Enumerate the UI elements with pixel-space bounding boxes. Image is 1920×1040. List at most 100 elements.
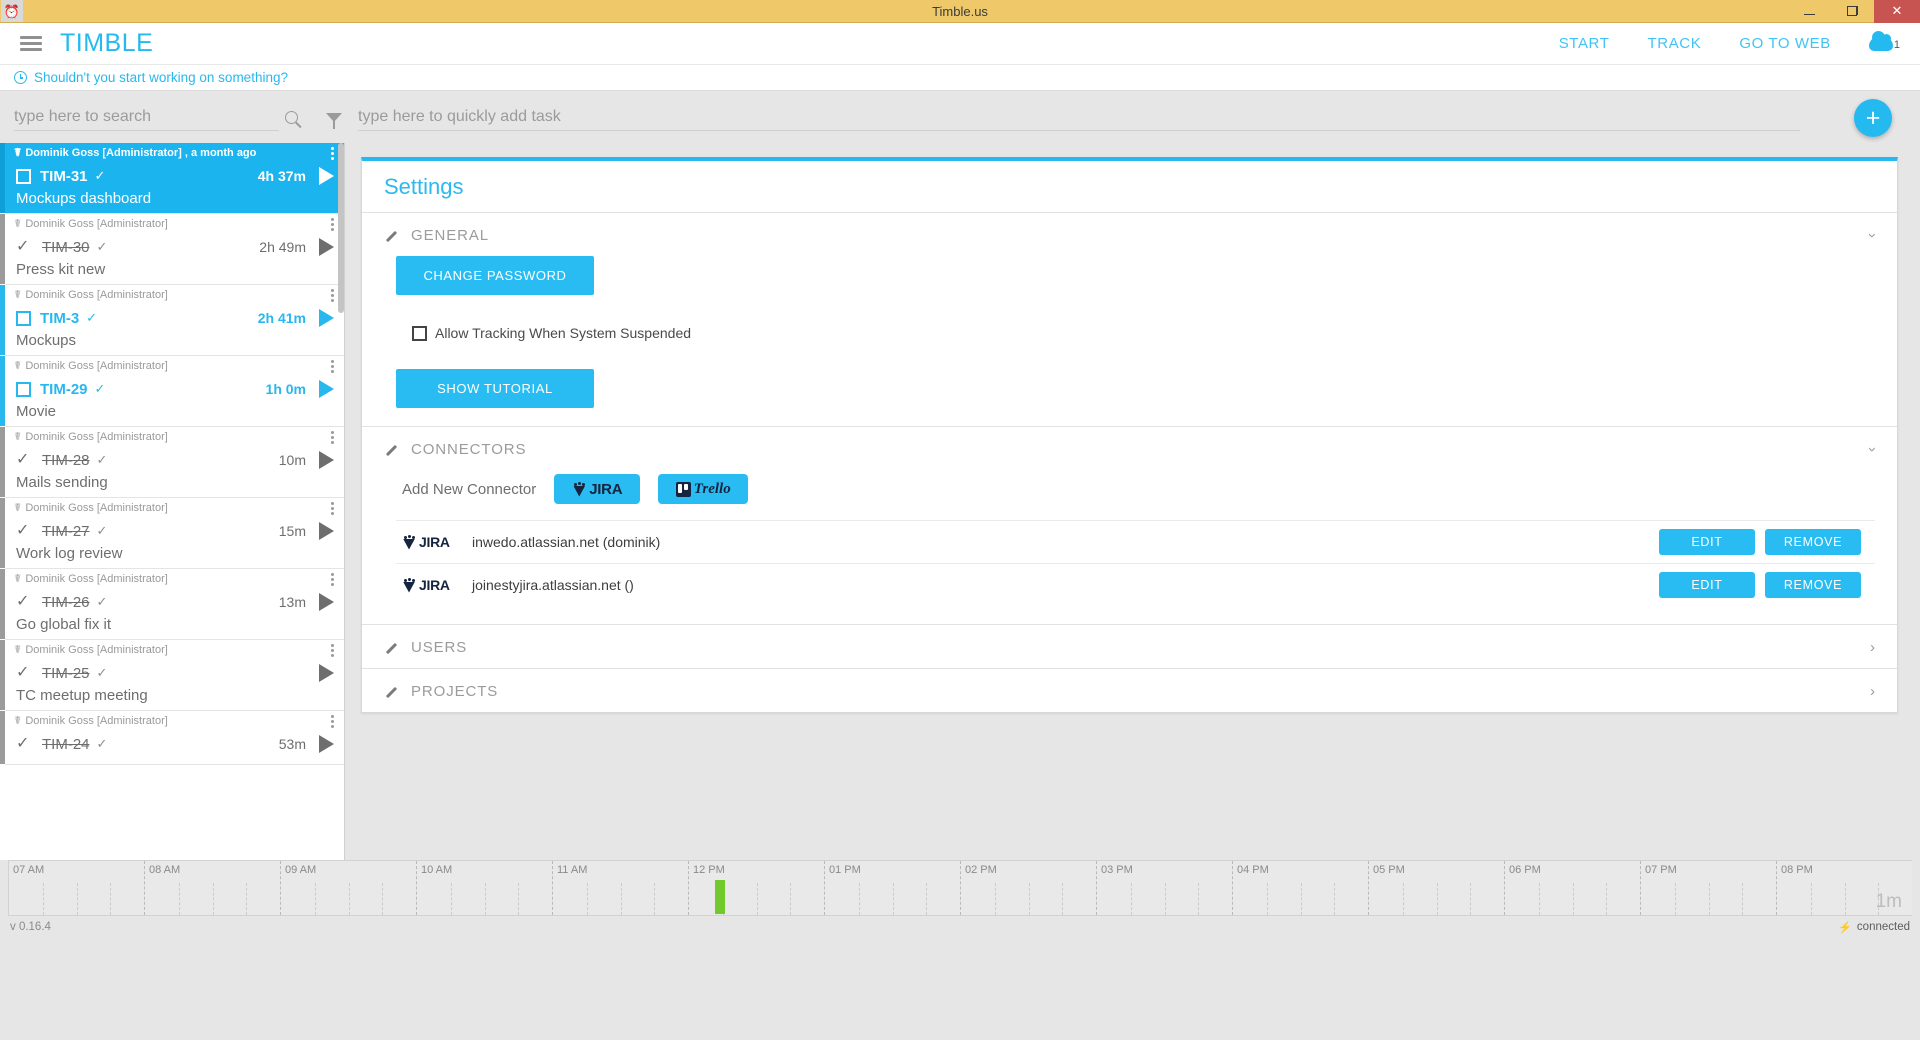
search-input[interactable] xyxy=(14,103,279,131)
section-general-header[interactable]: GENERAL › xyxy=(362,213,1897,256)
hamburger-icon[interactable] xyxy=(20,36,42,51)
task-synced-icon: ✓ xyxy=(96,523,108,538)
task-menu-icon[interactable] xyxy=(331,572,334,586)
timeline[interactable]: 07 AM 08 AM 09 AM 10 AM 11 AM 12 PM 01 PM 02 PM… xyxy=(8,860,1912,916)
task-list-item[interactable]: ☤ Dominik Goss [Administrator] TIM-3 ✓ 2h 41… xyxy=(0,285,344,355)
task-play-icon[interactable] xyxy=(319,380,334,398)
nav-go-to-web[interactable]: GO TO WEB xyxy=(1739,35,1831,52)
person-icon: ☤ xyxy=(14,359,22,372)
allow-tracking-checkbox[interactable] xyxy=(412,325,427,341)
task-list-item[interactable]: ☤ Dominik Goss [Administrator] ✓ TIM-26 ✓ 13m… xyxy=(0,569,344,639)
nav-track[interactable]: TRACK xyxy=(1647,35,1702,52)
task-list-item[interactable]: ☤ Dominik Goss [Administrator] ✓ TIM-27 ✓ 15m… xyxy=(0,498,344,568)
task-author: ☤ Dominik Goss [Administrator] xyxy=(14,502,168,514)
minimize-button[interactable] xyxy=(1788,0,1831,23)
pencil-icon xyxy=(384,641,398,655)
task-list-item[interactable]: ☤ Dominik Goss [Administrator] ✓ TIM-28 ✓ 10m… xyxy=(0,427,344,497)
chevron-right-icon[interactable]: › xyxy=(1870,639,1875,656)
add-jira-connector-button[interactable]: JIRA xyxy=(554,474,641,504)
jira-logo: JIRA xyxy=(402,577,462,593)
task-list-item[interactable]: ☤ Dominik Goss [Administrator] TIM-29 ✓ 1h 0… xyxy=(0,356,344,426)
task-menu-icon[interactable] xyxy=(331,146,334,160)
connector-edit-button[interactable]: EDIT xyxy=(1659,572,1755,598)
task-duration: 2h 49m xyxy=(259,239,306,255)
timeline-hour-label: 04 PM xyxy=(1237,864,1269,876)
task-menu-icon[interactable] xyxy=(331,430,334,444)
chevron-down-icon[interactable]: › xyxy=(1864,233,1881,238)
timeline-hour-cell: 10 AM xyxy=(416,861,552,915)
task-menu-icon[interactable] xyxy=(331,359,334,373)
section-projects-header[interactable]: PROJECTS › xyxy=(362,669,1897,712)
task-play-icon[interactable] xyxy=(319,593,334,611)
task-play-icon[interactable] xyxy=(319,664,334,682)
minimize-icon xyxy=(1804,13,1815,16)
close-button[interactable]: ✕ xyxy=(1874,0,1920,23)
task-play-icon[interactable] xyxy=(319,522,334,540)
task-menu-icon[interactable] xyxy=(331,501,334,515)
trello-wordmark: Trello xyxy=(693,480,731,497)
task-checkbox[interactable] xyxy=(16,381,31,397)
task-list[interactable]: ☤ Dominik Goss [Administrator] , a month … xyxy=(0,143,345,885)
task-completed-icon[interactable]: ✓ xyxy=(16,522,30,539)
task-meta-row: ☤ Dominik Goss [Administrator] xyxy=(0,285,344,305)
app-header: TIMBLE START TRACK GO TO WEB 1 xyxy=(0,23,1920,65)
task-list-item[interactable]: ☤ Dominik Goss [Administrator] ✓ TIM-24 ✓ 53m xyxy=(0,711,344,764)
task-play-icon[interactable] xyxy=(319,735,334,753)
timeline-hour-label: 07 PM xyxy=(1645,864,1677,876)
task-checkbox[interactable] xyxy=(16,168,31,184)
task-play-icon[interactable] xyxy=(319,167,334,185)
task-list-scrollbar[interactable] xyxy=(338,143,344,313)
quick-add-task-input[interactable] xyxy=(358,103,1800,131)
task-author: ☤ Dominik Goss [Administrator] xyxy=(14,289,168,301)
task-completed-icon[interactable]: ✓ xyxy=(16,593,30,610)
add-connector-row: Add New Connector JIRA Trello xyxy=(402,474,1875,504)
timeline-hour-label: 02 PM xyxy=(965,864,997,876)
maximize-button[interactable] xyxy=(1831,0,1874,23)
task-completed-icon[interactable]: ✓ xyxy=(16,238,30,255)
task-menu-icon[interactable] xyxy=(331,217,334,231)
task-completed-icon[interactable]: ✓ xyxy=(16,664,30,681)
task-menu-icon[interactable] xyxy=(331,288,334,302)
task-play-icon[interactable] xyxy=(319,238,334,256)
filter-icon[interactable] xyxy=(326,112,342,129)
task-menu-icon[interactable] xyxy=(331,714,334,728)
task-completed-icon[interactable]: ✓ xyxy=(16,451,30,468)
section-connectors-header[interactable]: CONNECTORS › xyxy=(362,427,1897,470)
status-bar: v 0.16.4 ⚡ connected xyxy=(0,916,1920,938)
task-meta-row: ☤ Dominik Goss [Administrator] , a month … xyxy=(0,143,344,163)
chevron-down-icon[interactable]: › xyxy=(1864,447,1881,452)
connector-edit-button[interactable]: EDIT xyxy=(1659,529,1755,555)
task-play-icon[interactable] xyxy=(319,451,334,469)
jira-icon xyxy=(402,577,416,593)
task-author: ☤ Dominik Goss [Administrator] , a month … xyxy=(14,147,256,159)
task-play-icon[interactable] xyxy=(319,309,334,327)
connector-name: inwedo.atlassian.net (dominik) xyxy=(472,534,661,550)
task-completed-icon[interactable]: ✓ xyxy=(16,735,30,752)
timeline-entry-block[interactable] xyxy=(715,880,725,914)
section-users-header[interactable]: USERS › xyxy=(362,625,1897,668)
search-icon[interactable] xyxy=(285,110,298,124)
task-title: TC meetup meeting xyxy=(16,687,148,704)
app-icon: ⏰ xyxy=(1,0,23,22)
task-menu-icon[interactable] xyxy=(331,643,334,657)
show-tutorial-button[interactable]: SHOW TUTORIAL xyxy=(396,369,594,408)
add-task-fab[interactable]: + xyxy=(1854,99,1892,137)
add-trello-connector-button[interactable]: Trello xyxy=(658,474,749,504)
task-list-item[interactable]: ☤ Dominik Goss [Administrator] ✓ TIM-25 ✓ TC … xyxy=(0,640,344,710)
task-key: TIM-24 xyxy=(42,735,90,753)
connector-remove-button[interactable]: REMOVE xyxy=(1765,572,1861,598)
task-accent-bar xyxy=(0,143,5,213)
cloud-sync-button[interactable]: 1 xyxy=(1868,30,1900,51)
task-list-item[interactable]: ☤ Dominik Goss [Administrator] , a month … xyxy=(0,143,344,213)
chevron-right-icon[interactable]: › xyxy=(1870,683,1875,700)
task-list-item[interactable]: ☤ Dominik Goss [Administrator] ✓ TIM-30 ✓ 2h … xyxy=(0,214,344,284)
connector-remove-button[interactable]: REMOVE xyxy=(1765,529,1861,555)
task-checkbox[interactable] xyxy=(16,310,31,326)
change-password-button[interactable]: CHANGE PASSWORD xyxy=(396,256,594,295)
nav-start[interactable]: START xyxy=(1558,35,1610,52)
task-main-row: ✓ TIM-30 ✓ 2h 49m xyxy=(0,234,344,260)
task-duration: 10m xyxy=(278,452,306,468)
task-author-label: Dominik Goss [Administrator] , a month a… xyxy=(25,147,257,159)
timeline-hour-cell: 07 PM xyxy=(1640,861,1776,915)
notice-bar[interactable]: Shouldn't you start working on something… xyxy=(0,65,1920,91)
